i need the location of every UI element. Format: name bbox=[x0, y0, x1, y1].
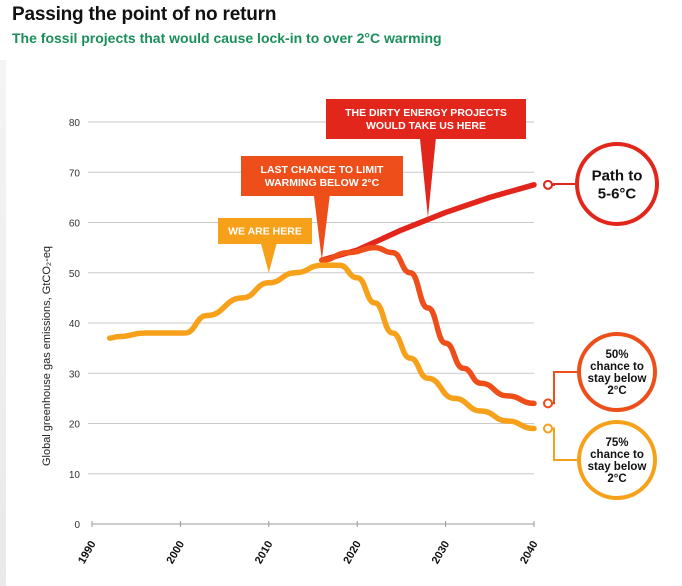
y-tick-label: 40 bbox=[69, 319, 81, 330]
x-tick-label: 2010 bbox=[253, 539, 276, 566]
end-label-text: 2°C bbox=[607, 385, 626, 397]
callout-box bbox=[326, 99, 526, 139]
callout-text: LAST CHANCE TO LIMIT bbox=[261, 164, 384, 176]
end-label-connector bbox=[548, 427, 579, 461]
callout-text: THE DIRTY ENERGY PROJECTS bbox=[345, 107, 507, 119]
callout-text: WOULD TAKE US HERE bbox=[366, 120, 486, 132]
callout-box bbox=[241, 156, 403, 196]
callout-pointer bbox=[313, 195, 330, 261]
end-label-text: 75% bbox=[605, 437, 628, 449]
end-label-text: 2°C bbox=[607, 473, 626, 485]
end-label-text: chance to bbox=[590, 361, 644, 373]
callout-pointer bbox=[419, 138, 436, 218]
y-tick-label: 0 bbox=[74, 520, 80, 531]
callout-pointer bbox=[260, 243, 277, 273]
end-label-bubble bbox=[575, 142, 659, 226]
y-tick-label: 50 bbox=[69, 269, 81, 280]
x-tick-label: 2000 bbox=[164, 539, 187, 566]
callout-box bbox=[218, 218, 312, 244]
end-label-text: Path to bbox=[592, 167, 643, 184]
callout-text: WARMING BELOW 2°C bbox=[265, 177, 380, 189]
y-tick-label: 80 bbox=[69, 118, 81, 129]
end-label-text: stay below bbox=[588, 461, 647, 473]
page-edge-bar bbox=[0, 60, 6, 586]
x-tick-label: 2040 bbox=[518, 539, 541, 566]
y-tick-label: 70 bbox=[69, 168, 81, 179]
x-tick-label: 1990 bbox=[76, 539, 99, 566]
end-label-text: chance to bbox=[590, 449, 644, 461]
end-label-connector bbox=[548, 371, 579, 405]
x-tick-label: 2020 bbox=[341, 539, 364, 566]
end-marker bbox=[543, 398, 553, 409]
series-line-chance_75 bbox=[106, 262, 537, 432]
end-label-text: 5-6°C bbox=[598, 185, 637, 202]
y-tick-label: 20 bbox=[69, 420, 81, 431]
end-marker bbox=[543, 423, 553, 434]
end-label-bubble bbox=[577, 332, 657, 412]
end-label-text: 50% bbox=[605, 349, 628, 361]
callout-text: WE ARE HERE bbox=[228, 226, 302, 238]
x-tick-label: 2030 bbox=[430, 539, 453, 566]
y-tick-label: 10 bbox=[69, 470, 81, 481]
chart-subtitle: The fossil projects that would cause loc… bbox=[12, 30, 442, 46]
end-marker bbox=[543, 179, 553, 190]
end-label-bubble bbox=[577, 420, 657, 500]
end-label-text: stay below bbox=[588, 373, 647, 385]
y-tick-label: 30 bbox=[69, 369, 81, 380]
series-line-chance_50 bbox=[319, 244, 537, 407]
y-axis-label: Global greenhouse gas emissions, GtCO₂-e… bbox=[41, 246, 53, 466]
y-tick-label: 60 bbox=[69, 219, 81, 230]
chart-title: Passing the point of no return bbox=[12, 4, 277, 25]
